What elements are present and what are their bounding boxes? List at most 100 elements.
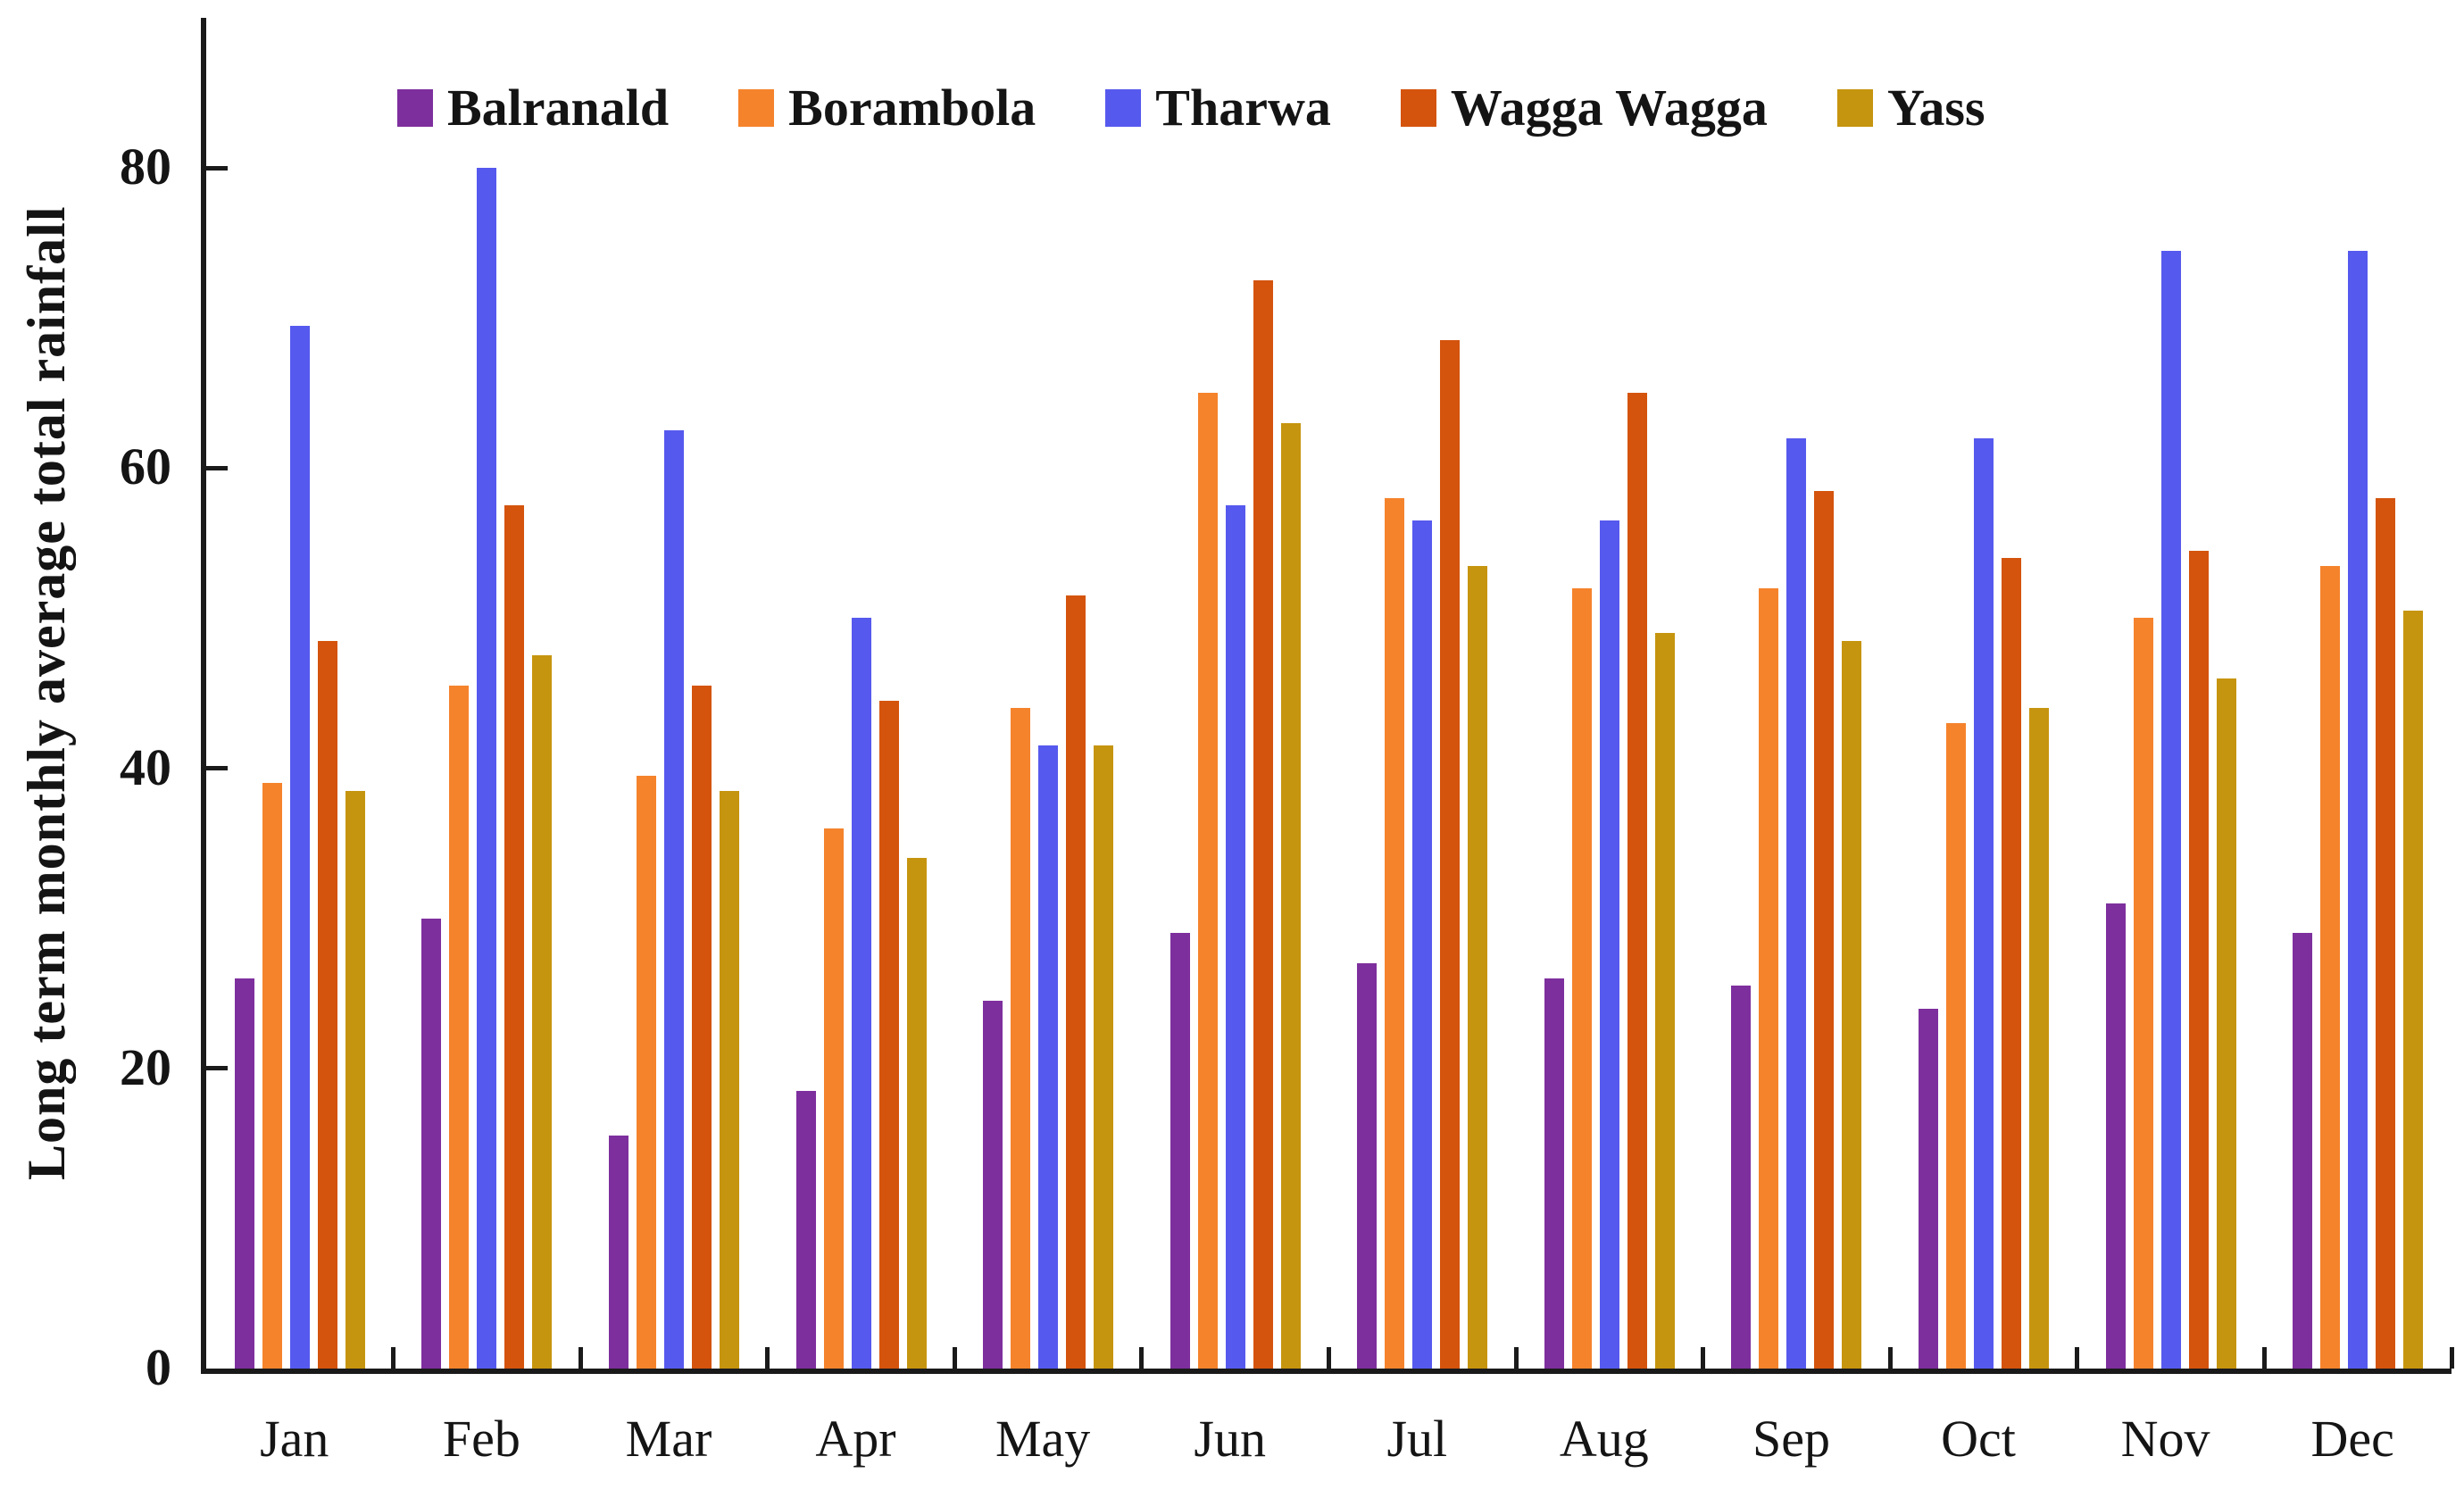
bar-balranald-jul xyxy=(1357,963,1378,1369)
bar-balranald-oct xyxy=(1919,1008,1939,1369)
bar-wagga-wagga-apr xyxy=(878,700,899,1369)
bar-balranald-feb xyxy=(421,918,442,1369)
bar-tharwa-sep xyxy=(1786,437,1807,1369)
month-group-jun xyxy=(1142,18,1329,1369)
bar-wagga-wagga-sep xyxy=(1814,490,1835,1369)
month-group-nov xyxy=(2077,18,2265,1369)
x-axis-label-jun: Jun xyxy=(1194,1410,1266,1468)
bar-yass-may xyxy=(1094,745,1114,1369)
bar-wagga-wagga-jul xyxy=(1440,340,1461,1369)
bar-tharwa-may xyxy=(1038,745,1059,1369)
bar-yass-jan xyxy=(345,790,365,1369)
bar-borambola-may xyxy=(1011,708,1031,1369)
bar-borambola-jun xyxy=(1197,393,1218,1369)
bar-yass-apr xyxy=(906,858,927,1369)
month-group-dec xyxy=(2264,18,2452,1369)
legend-label-wagga-wagga: Wagga Wagga xyxy=(1450,79,1768,137)
bar-borambola-feb xyxy=(449,686,470,1369)
month-group-mar xyxy=(580,18,768,1369)
bar-balranald-jan xyxy=(234,978,254,1369)
x-axis-tick-7 xyxy=(1513,1347,1519,1369)
bar-balranald-may xyxy=(983,1001,1003,1369)
legend-swatch-icon-tharwa xyxy=(1105,89,1142,127)
y-axis-tick-label-0: 0 xyxy=(146,1338,171,1396)
x-axis-tick-12 xyxy=(2449,1347,2454,1369)
bar-tharwa-dec xyxy=(2348,250,2368,1369)
x-axis-label-sep: Sep xyxy=(1752,1410,1830,1468)
bar-tharwa-mar xyxy=(663,430,684,1369)
x-axis-tick-5 xyxy=(1139,1347,1145,1369)
month-group-sep xyxy=(1703,18,1891,1369)
bar-yass-sep xyxy=(1842,640,1862,1369)
bar-borambola-apr xyxy=(823,828,844,1369)
x-axis-tick-10 xyxy=(2075,1347,2080,1369)
x-axis-tick-9 xyxy=(1887,1347,1893,1369)
bar-yass-aug xyxy=(1654,633,1675,1369)
bar-balranald-aug xyxy=(1544,978,1564,1369)
bar-wagga-wagga-dec xyxy=(2376,497,2396,1369)
bar-yass-mar xyxy=(719,790,739,1369)
bar-borambola-sep xyxy=(1759,587,1779,1369)
legend-swatch-icon-borambola xyxy=(738,89,775,127)
plot-area xyxy=(201,18,2454,1374)
month-group-may xyxy=(954,18,1142,1369)
bar-balranald-dec xyxy=(2293,933,2313,1369)
bar-borambola-oct xyxy=(1946,723,1967,1369)
legend-swatch-icon-yass xyxy=(1836,89,1873,127)
legend-swatch-icon-balranald xyxy=(397,89,433,127)
legend-item-tharwa: Tharwa xyxy=(1105,82,1331,134)
y-axis-tick-label-20: 20 xyxy=(120,1037,171,1096)
bar-yass-jun xyxy=(1280,422,1301,1369)
legend-label-tharwa: Tharwa xyxy=(1155,79,1331,137)
bar-wagga-wagga-jun xyxy=(1253,280,1273,1369)
bar-wagga-wagga-oct xyxy=(2002,558,2022,1369)
x-axis-label-jul: Jul xyxy=(1386,1410,1448,1468)
bar-wagga-wagga-feb xyxy=(504,505,525,1369)
bar-borambola-nov xyxy=(2133,618,2153,1369)
x-axis-tick-6 xyxy=(1327,1347,1331,1369)
bar-wagga-wagga-aug xyxy=(1627,393,1647,1369)
x-axis-tick-4 xyxy=(952,1347,957,1369)
y-axis-tick-60 xyxy=(206,465,228,470)
y-axis-tick-label-60: 60 xyxy=(120,437,171,496)
y-axis-tick-20 xyxy=(206,1066,228,1071)
x-axis-tick-8 xyxy=(1701,1347,1706,1369)
month-group-jan xyxy=(206,18,394,1369)
bar-tharwa-aug xyxy=(1599,520,1619,1369)
bar-tharwa-nov xyxy=(2160,250,2181,1369)
legend-label-yass: Yass xyxy=(1886,79,1985,137)
x-axis-label-mar: Mar xyxy=(625,1410,712,1468)
month-group-oct xyxy=(1890,18,2077,1369)
bar-borambola-aug xyxy=(1571,587,1592,1369)
bar-balranald-nov xyxy=(2105,903,2126,1369)
legend-item-borambola: Borambola xyxy=(738,82,1036,134)
bar-yass-dec xyxy=(2403,611,2424,1369)
month-group-aug xyxy=(1516,18,1703,1369)
bar-balranald-apr xyxy=(795,1091,816,1369)
bar-tharwa-jan xyxy=(289,325,310,1369)
legend-swatch-icon-wagga-wagga xyxy=(1400,89,1436,127)
bar-yass-feb xyxy=(532,655,553,1369)
bar-tharwa-jul xyxy=(1412,520,1433,1369)
bar-tharwa-feb xyxy=(477,168,497,1369)
y-axis-tick-label-40: 40 xyxy=(120,737,171,796)
y-axis-tick-40 xyxy=(206,766,228,771)
bar-borambola-dec xyxy=(2320,565,2341,1369)
bar-borambola-mar xyxy=(636,775,656,1369)
x-axis-tick-1 xyxy=(391,1347,396,1369)
bar-wagga-wagga-may xyxy=(1066,595,1086,1369)
bar-wagga-wagga-jan xyxy=(317,640,337,1369)
x-axis-tick-2 xyxy=(578,1347,583,1369)
bar-balranald-mar xyxy=(608,1136,628,1369)
legend-item-balranald: Balranald xyxy=(397,82,669,134)
x-axis-label-oct: Oct xyxy=(1941,1410,2016,1468)
x-axis-label-aug: Aug xyxy=(1559,1410,1649,1468)
x-axis-tick-3 xyxy=(765,1347,770,1369)
bar-borambola-jan xyxy=(262,783,282,1369)
x-axis-label-dec: Dec xyxy=(2310,1410,2394,1468)
bar-balranald-sep xyxy=(1731,986,1752,1369)
x-axis-tick-11 xyxy=(2261,1347,2267,1369)
y-axis-tick-80 xyxy=(206,165,228,171)
bar-yass-oct xyxy=(2029,708,2050,1369)
